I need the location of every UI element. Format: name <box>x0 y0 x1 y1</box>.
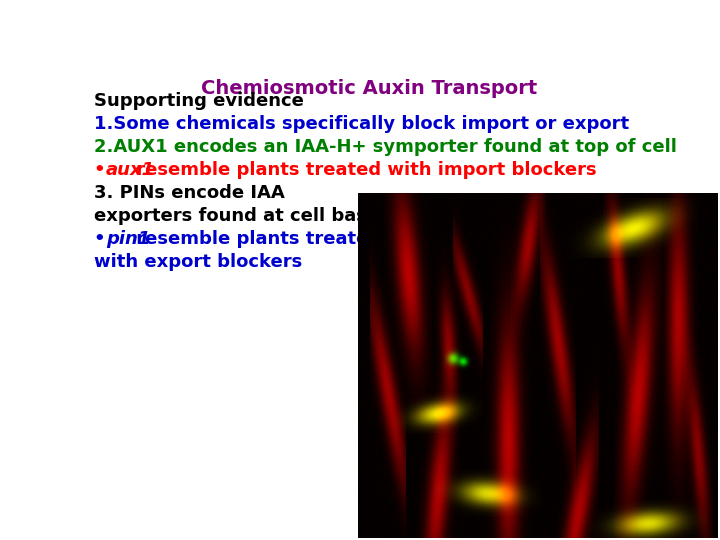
Text: resemble plants treated: resemble plants treated <box>130 231 382 248</box>
Text: with export blockers: with export blockers <box>94 253 302 272</box>
Text: 3. PINs encode IAA: 3. PINs encode IAA <box>94 184 284 202</box>
Text: Supporting evidence: Supporting evidence <box>94 92 304 110</box>
Text: exporters found at cell base: exporters found at cell base <box>94 207 379 225</box>
Text: Chemiosmotic Auxin Transport: Chemiosmotic Auxin Transport <box>201 79 537 98</box>
Text: •: • <box>94 161 112 179</box>
Text: 1.Some chemicals specifically block import or export: 1.Some chemicals specifically block impo… <box>94 115 629 133</box>
Text: pin1: pin1 <box>106 231 150 248</box>
Text: •: • <box>94 231 112 248</box>
Text: 2.AUX1 encodes an IAA-H+ symporter found at top of cell: 2.AUX1 encodes an IAA-H+ symporter found… <box>94 138 677 156</box>
Text: resemble plants treated with import blockers: resemble plants treated with import bloc… <box>130 161 597 179</box>
Text: aux1: aux1 <box>106 161 155 179</box>
